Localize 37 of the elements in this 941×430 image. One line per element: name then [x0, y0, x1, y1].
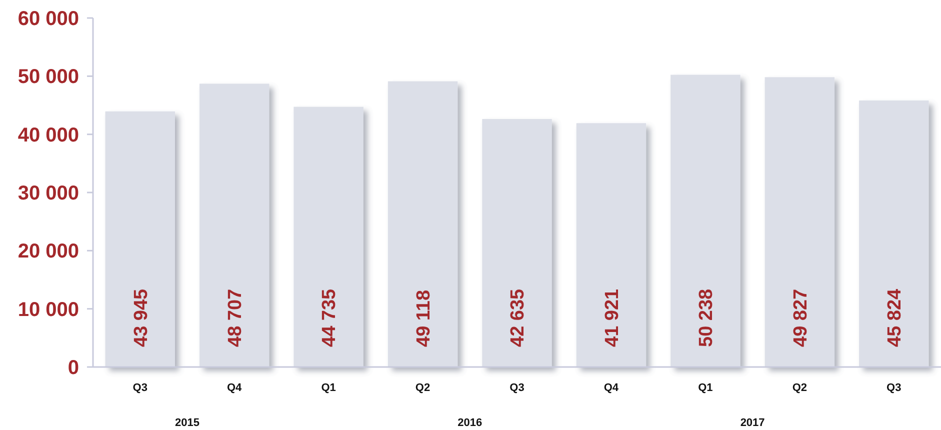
data-label: 49 827 [790, 288, 812, 347]
y-tick-label: 50 000 [18, 66, 79, 88]
text: 2016 [458, 417, 482, 429]
y-tick-label: 20 000 [18, 240, 79, 263]
bar [859, 100, 929, 367]
x-tick-label: Q4 [226, 382, 243, 394]
bar [764, 77, 835, 367]
x-tick-label: Q3 [510, 382, 524, 394]
data-label: 48 707 [224, 288, 246, 347]
bar [670, 74, 740, 367]
bar [199, 84, 270, 367]
y-tick-label: 0 [68, 357, 79, 379]
data-label: 44 735 [319, 288, 340, 347]
y-tick-label: 60 000 [18, 8, 79, 30]
data-label: 50 238 [696, 288, 718, 347]
x-tick-label: Q2 [792, 382, 808, 394]
y-tick-label: 30 000 [18, 182, 79, 204]
x-tick-label: Q3 [132, 382, 148, 394]
data-label: 41 921 [602, 288, 623, 347]
data-label: 45 824 [884, 288, 906, 347]
x-tick-label: Q1 [321, 382, 336, 394]
x-tick-label: Q1 [698, 382, 713, 394]
y-tick-label: 40 000 [18, 124, 79, 146]
text: 2017 [740, 417, 765, 429]
text: 2015 [174, 417, 200, 429]
y-tick-label: 10 000 [18, 298, 79, 321]
x-tick-label: Q3 [886, 382, 902, 394]
bar [482, 119, 552, 367]
bar [294, 106, 364, 367]
x-tick-label: Q2 [415, 382, 430, 394]
x-tick-label: Q4 [604, 382, 620, 394]
data-label: 42 635 [508, 288, 529, 347]
data-label: 43 945 [130, 288, 152, 347]
bar [105, 111, 175, 367]
data-label: 49 118 [413, 290, 434, 347]
bar [388, 81, 458, 367]
bar [576, 123, 646, 367]
